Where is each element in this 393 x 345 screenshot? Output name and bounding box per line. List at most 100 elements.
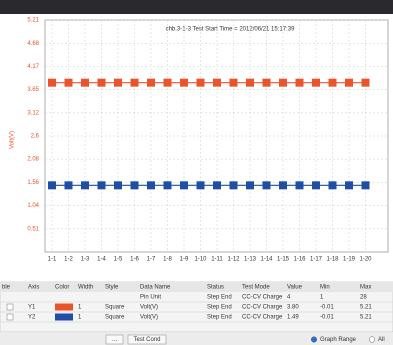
table-cell: 5.21 xyxy=(360,305,372,311)
x-tick-label: 1-9 xyxy=(180,257,189,263)
test-cond-label[interactable]: Test Cond xyxy=(133,337,160,343)
table-cell: 28 xyxy=(360,295,367,301)
y-tick-label: 5.21 xyxy=(27,18,39,24)
table-cell: 1 xyxy=(78,305,82,311)
footer-bar xyxy=(0,333,393,345)
data-point xyxy=(114,78,122,87)
table-cell: Y1 xyxy=(28,305,36,311)
data-point xyxy=(48,78,56,87)
visible-checkbox[interactable] xyxy=(6,313,14,321)
y-tick-label: 0.51 xyxy=(27,226,39,232)
table-cell: CC-CV Charge xyxy=(242,295,283,301)
x-tick-label: 1-13 xyxy=(244,257,257,263)
data-point xyxy=(361,181,370,190)
x-tick-label: 1-16 xyxy=(293,257,306,263)
x-tick-label: 1-6 xyxy=(130,257,139,263)
data-point xyxy=(130,78,139,87)
y-axis-label: Volt(V) xyxy=(10,131,16,149)
visible-checkbox[interactable] xyxy=(6,303,14,311)
table-cell: 4 xyxy=(287,295,291,301)
more-button-label[interactable]: ... xyxy=(112,337,117,343)
data-point xyxy=(328,78,337,87)
table-cell: 1.49 xyxy=(287,315,299,321)
x-tick-label: 1-8 xyxy=(163,257,172,263)
x-tick-label: 1-4 xyxy=(97,257,106,263)
table-cell: 1 xyxy=(320,295,324,301)
data-point xyxy=(163,78,172,87)
table-cell: 1 xyxy=(78,315,82,321)
column-header: Width xyxy=(78,285,93,291)
x-tick-label: 1-12 xyxy=(227,257,240,263)
data-point xyxy=(246,181,254,190)
data-point xyxy=(279,181,287,190)
graph-range-label[interactable]: Graph Range xyxy=(320,337,357,343)
column-header: Data Name xyxy=(140,285,171,291)
column-header: Min xyxy=(320,285,330,291)
x-tick-label: 1-7 xyxy=(147,257,156,263)
chart-title: chb.3-1-3 Test Start Time = 2012/06/21 1… xyxy=(166,27,295,33)
data-point xyxy=(246,78,254,87)
data-point xyxy=(97,181,106,190)
all-radio[interactable] xyxy=(368,336,376,343)
data-point xyxy=(295,181,304,190)
column-header: Axis xyxy=(28,285,39,291)
x-tick-label: 1-14 xyxy=(260,257,273,263)
data-point xyxy=(130,181,139,190)
data-point xyxy=(81,78,89,87)
data-point xyxy=(180,78,188,87)
y-tick-label: 4.68 xyxy=(27,41,39,47)
table-cell: Square xyxy=(105,315,125,321)
x-tick-label: 1-20 xyxy=(359,257,372,263)
data-point xyxy=(229,181,238,190)
data-point xyxy=(262,78,271,87)
column-header: Style xyxy=(105,285,119,291)
color-swatch[interactable] xyxy=(55,303,73,311)
data-point xyxy=(97,78,106,87)
table-cell: -0.01 xyxy=(320,315,334,321)
chart-panel xyxy=(0,14,393,282)
x-tick-label: 1-11 xyxy=(211,257,223,263)
data-point xyxy=(295,78,304,87)
data-point xyxy=(196,181,205,190)
x-tick-label: 1-2 xyxy=(64,257,73,263)
data-point xyxy=(114,181,122,190)
graph-range-radio[interactable] xyxy=(310,336,318,343)
y-tick-label: 2.08 xyxy=(27,157,39,163)
more-button[interactable] xyxy=(105,334,124,345)
table-cell: Pin Unit xyxy=(140,295,161,301)
data-point xyxy=(213,181,221,190)
color-swatch[interactable] xyxy=(55,313,73,321)
y-tick-label: 4.17 xyxy=(27,64,39,70)
table-cell: 3.80 xyxy=(287,305,299,311)
y-tick-label: 3.12 xyxy=(27,110,39,116)
data-point xyxy=(163,181,172,190)
x-tick-label: 1-10 xyxy=(194,257,207,263)
table-header xyxy=(0,282,393,292)
data-point xyxy=(147,181,155,190)
data-point xyxy=(312,181,320,190)
data-point xyxy=(64,78,73,87)
data-point xyxy=(312,78,320,87)
data-point xyxy=(81,181,89,190)
table-cell: Step End xyxy=(207,315,232,321)
column-header: Color xyxy=(55,285,69,291)
table-cell: Volt(V) xyxy=(140,315,158,321)
table-cell: Square xyxy=(105,305,125,311)
data-point xyxy=(345,78,353,87)
all-label[interactable]: All xyxy=(378,337,385,343)
test-cond-button[interactable] xyxy=(127,334,167,345)
column-header: Test Mode xyxy=(242,285,270,291)
data-point xyxy=(64,181,73,190)
column-header: Value xyxy=(287,285,303,291)
column-header: ble xyxy=(2,285,11,291)
x-tick-label: 1-15 xyxy=(277,257,290,263)
table-cell: Step End xyxy=(207,305,232,311)
data-point xyxy=(180,181,188,190)
data-point xyxy=(328,181,337,190)
table-cell: Volt(V) xyxy=(140,305,158,311)
header-band xyxy=(0,0,393,14)
data-point xyxy=(279,78,287,87)
data-point xyxy=(196,78,205,87)
x-tick-label: 1-1 xyxy=(48,257,57,263)
